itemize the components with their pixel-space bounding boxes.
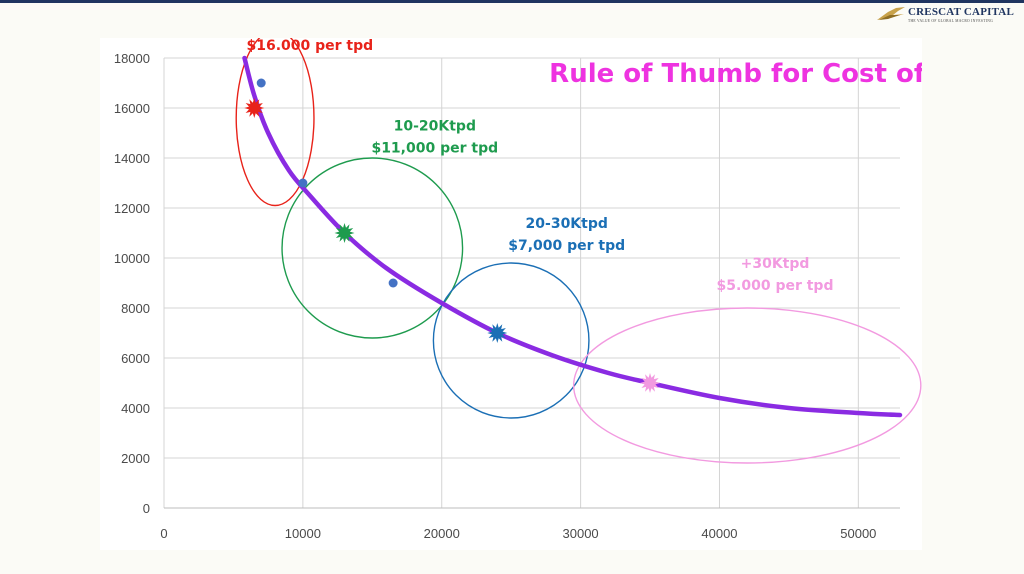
group-range-label: 20-30Ktpd <box>526 216 608 232</box>
top-accent-bar <box>0 0 1024 3</box>
x-tick-label: 0 <box>160 526 167 541</box>
plot-area: 0 2000 4000 6000 8000 10000 12000 14000 16000 180… <box>100 38 922 550</box>
x-tick-label: 30000 <box>563 526 599 541</box>
group-cost-label: $5.000 per tpd <box>717 278 834 294</box>
y-tick-label: 12000 <box>114 201 150 216</box>
data-points <box>244 78 660 393</box>
y-tick-label: 16000 <box>114 101 150 116</box>
group-range-label: +30Ktpd <box>741 256 810 272</box>
mill-cost-chart: 0 2000 4000 6000 8000 10000 12000 14000 16000 180… <box>114 38 922 541</box>
group-star-marker <box>640 373 660 393</box>
y-tick-label: 6000 <box>121 351 150 366</box>
group-star-marker <box>244 98 265 118</box>
group-star-marker <box>334 223 355 243</box>
axis-labels: 0 2000 4000 6000 8000 10000 12000 14000 16000 180… <box>114 51 877 541</box>
brand-name: CRESCAT CAPITAL <box>908 6 1014 18</box>
y-tick-label: 8000 <box>121 301 150 316</box>
group-ellipse <box>572 307 922 464</box>
group-range-label: 10-20Ktpd <box>394 119 476 135</box>
scatter-point <box>298 178 308 188</box>
gridlines <box>163 57 900 509</box>
x-tick-label: 20000 <box>424 526 460 541</box>
scatter-point <box>256 78 266 88</box>
y-tick-label: 10000 <box>114 251 150 266</box>
group-ellipse <box>281 157 464 339</box>
y-tick-label: 14000 <box>114 151 150 166</box>
group-ellipse <box>432 262 590 419</box>
logo-emblem-icon <box>877 7 905 20</box>
y-tick-label: 0 <box>143 501 150 516</box>
group-ellipses <box>235 38 922 464</box>
group-cost-label: $11,000 per tpd <box>371 141 498 157</box>
group-cost-label: $7,000 per tpd <box>508 238 625 254</box>
y-tick-label: 4000 <box>121 401 150 416</box>
group-star-marker <box>487 323 508 343</box>
group-cost-label: $16.000 per tpd <box>246 38 373 54</box>
scatter-point <box>388 278 398 288</box>
group-ellipse <box>235 38 315 207</box>
y-tick-label: 2000 <box>121 451 150 466</box>
trend-curve-layer <box>242 55 903 418</box>
annotation-labels: 5-10Ktpd$16.000 per tpd10-20Ktpd$11,000 … <box>246 38 833 294</box>
brand-tagline: THE VALUE OF GLOBAL MACRO INVESTING <box>908 19 994 23</box>
chart-title: Rule of Thumb for Cost of Mill <box>549 59 922 89</box>
x-tick-label: 50000 <box>840 526 876 541</box>
crescat-logo: CRESCAT CAPITAL THE VALUE OF GLOBAL MACR… <box>876 6 1016 26</box>
y-tick-label: 18000 <box>114 51 150 66</box>
trend-curve <box>242 55 903 418</box>
x-tick-label: 40000 <box>701 526 737 541</box>
x-tick-label: 10000 <box>285 526 321 541</box>
